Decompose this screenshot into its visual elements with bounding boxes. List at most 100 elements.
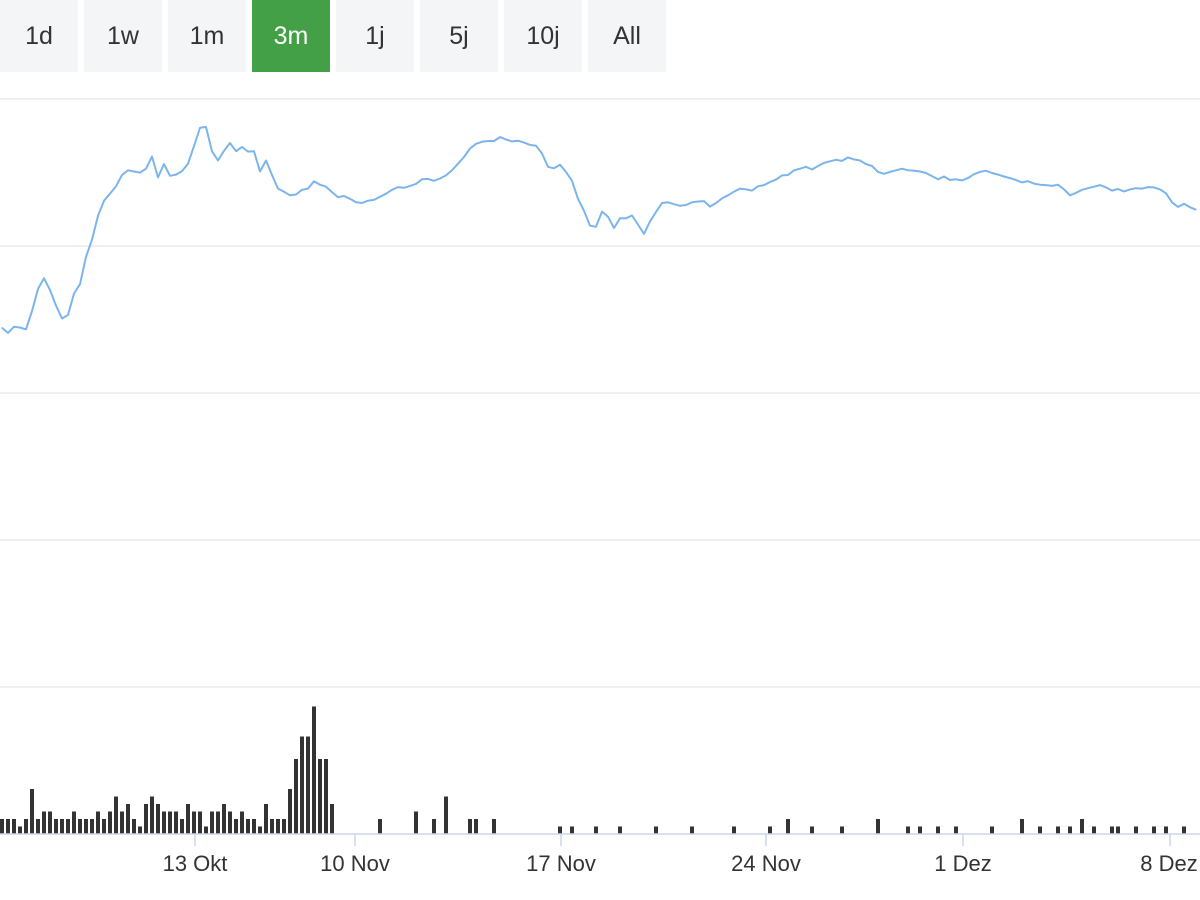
price-point xyxy=(589,225,591,227)
price-point xyxy=(871,165,873,167)
price-point xyxy=(13,326,15,328)
price-point xyxy=(583,210,585,212)
price-point xyxy=(409,185,411,187)
volume-bar xyxy=(270,819,274,834)
price-point xyxy=(697,200,699,203)
price-point xyxy=(1147,186,1149,188)
price-point xyxy=(103,200,105,202)
volume-bar xyxy=(162,811,166,834)
volume-bar xyxy=(36,819,40,834)
price-point xyxy=(775,179,777,181)
volume-bar xyxy=(492,819,496,834)
price-point xyxy=(781,174,783,176)
price-point xyxy=(73,292,75,295)
price-point xyxy=(355,201,357,203)
price-point xyxy=(961,179,963,181)
price-point xyxy=(1015,179,1017,181)
volume-bar xyxy=(192,811,196,834)
price-point xyxy=(91,239,93,241)
price-point xyxy=(883,173,885,175)
price-point xyxy=(475,143,477,145)
range-selector: 1d 1w 1m 3m 1j 5j 10j All xyxy=(0,0,666,72)
price-point xyxy=(769,181,771,183)
volume-bar xyxy=(204,826,208,834)
price-point xyxy=(739,188,741,190)
price-point xyxy=(547,166,549,168)
price-point xyxy=(367,200,369,202)
price-point xyxy=(991,172,993,174)
volume-bar xyxy=(90,819,94,834)
price-point xyxy=(733,191,735,193)
price-point xyxy=(457,163,459,165)
volume-bar xyxy=(954,826,958,834)
price-point xyxy=(523,142,525,144)
volume-bar xyxy=(246,819,250,834)
volume-bars xyxy=(0,706,1200,835)
price-point xyxy=(445,174,447,176)
price-point xyxy=(1051,185,1053,187)
price-point xyxy=(163,163,165,165)
volume-bar xyxy=(138,826,142,834)
volume-bar xyxy=(78,819,82,834)
price-point xyxy=(295,193,297,196)
volume-bar xyxy=(1164,826,1168,834)
price-point xyxy=(1123,190,1125,192)
price-point xyxy=(151,156,153,158)
range-button-10j[interactable]: 10j xyxy=(504,0,582,72)
range-button-5j[interactable]: 5j xyxy=(420,0,498,72)
price-point xyxy=(949,179,951,181)
price-point xyxy=(115,185,117,187)
price-point xyxy=(259,170,261,173)
x-axis: 13 Okt 10 Nov 17 Nov 24 Nov 1 Dez 8 Dez xyxy=(163,834,1198,876)
volume-bar xyxy=(990,826,994,834)
price-point xyxy=(751,190,753,192)
price-point xyxy=(847,156,849,158)
price-point xyxy=(331,191,333,193)
price-point xyxy=(385,193,387,195)
volume-bar xyxy=(558,826,562,834)
price-point xyxy=(907,169,909,171)
price-point xyxy=(61,317,63,320)
volume-bar xyxy=(282,819,286,834)
volume-bar xyxy=(876,819,880,834)
volume-bar xyxy=(936,826,940,834)
price-point xyxy=(319,184,321,186)
price-point xyxy=(349,198,351,200)
range-button-1w[interactable]: 1w xyxy=(84,0,162,72)
volume-bar xyxy=(60,819,64,834)
volume-bar xyxy=(222,804,226,834)
price-point xyxy=(325,186,327,188)
price-point xyxy=(913,170,915,172)
range-button-1m[interactable]: 1m xyxy=(168,0,246,72)
price-point xyxy=(511,140,513,142)
volume-bar xyxy=(1116,826,1120,834)
range-button-1j[interactable]: 1j xyxy=(336,0,414,72)
range-button-3m[interactable]: 3m xyxy=(252,0,330,72)
price-point xyxy=(337,196,339,198)
x-tick-label: 10 Nov xyxy=(320,851,390,876)
price-point xyxy=(493,140,495,142)
price-point xyxy=(1171,201,1173,203)
volume-bar xyxy=(288,789,292,834)
price-point xyxy=(1087,187,1089,189)
price-point xyxy=(55,305,57,307)
volume-bar xyxy=(1056,826,1060,834)
price-point xyxy=(271,174,273,176)
volume-bar xyxy=(132,819,136,834)
price-point xyxy=(577,198,579,200)
price-point xyxy=(625,217,627,219)
range-button-all[interactable]: All xyxy=(588,0,666,72)
price-point xyxy=(889,171,891,173)
volume-bar xyxy=(150,796,154,834)
price-point xyxy=(817,165,819,167)
x-tick-label: 13 Okt xyxy=(163,851,228,876)
range-button-1d[interactable]: 1d xyxy=(0,0,78,72)
price-point xyxy=(133,170,135,173)
price-point xyxy=(1177,206,1179,208)
x-tick-label: 8 Dez xyxy=(1140,851,1197,876)
volume-bar xyxy=(378,819,382,834)
price-point xyxy=(745,188,747,190)
price-point xyxy=(517,140,519,142)
volume-bar xyxy=(24,819,28,834)
price-point xyxy=(169,175,171,177)
